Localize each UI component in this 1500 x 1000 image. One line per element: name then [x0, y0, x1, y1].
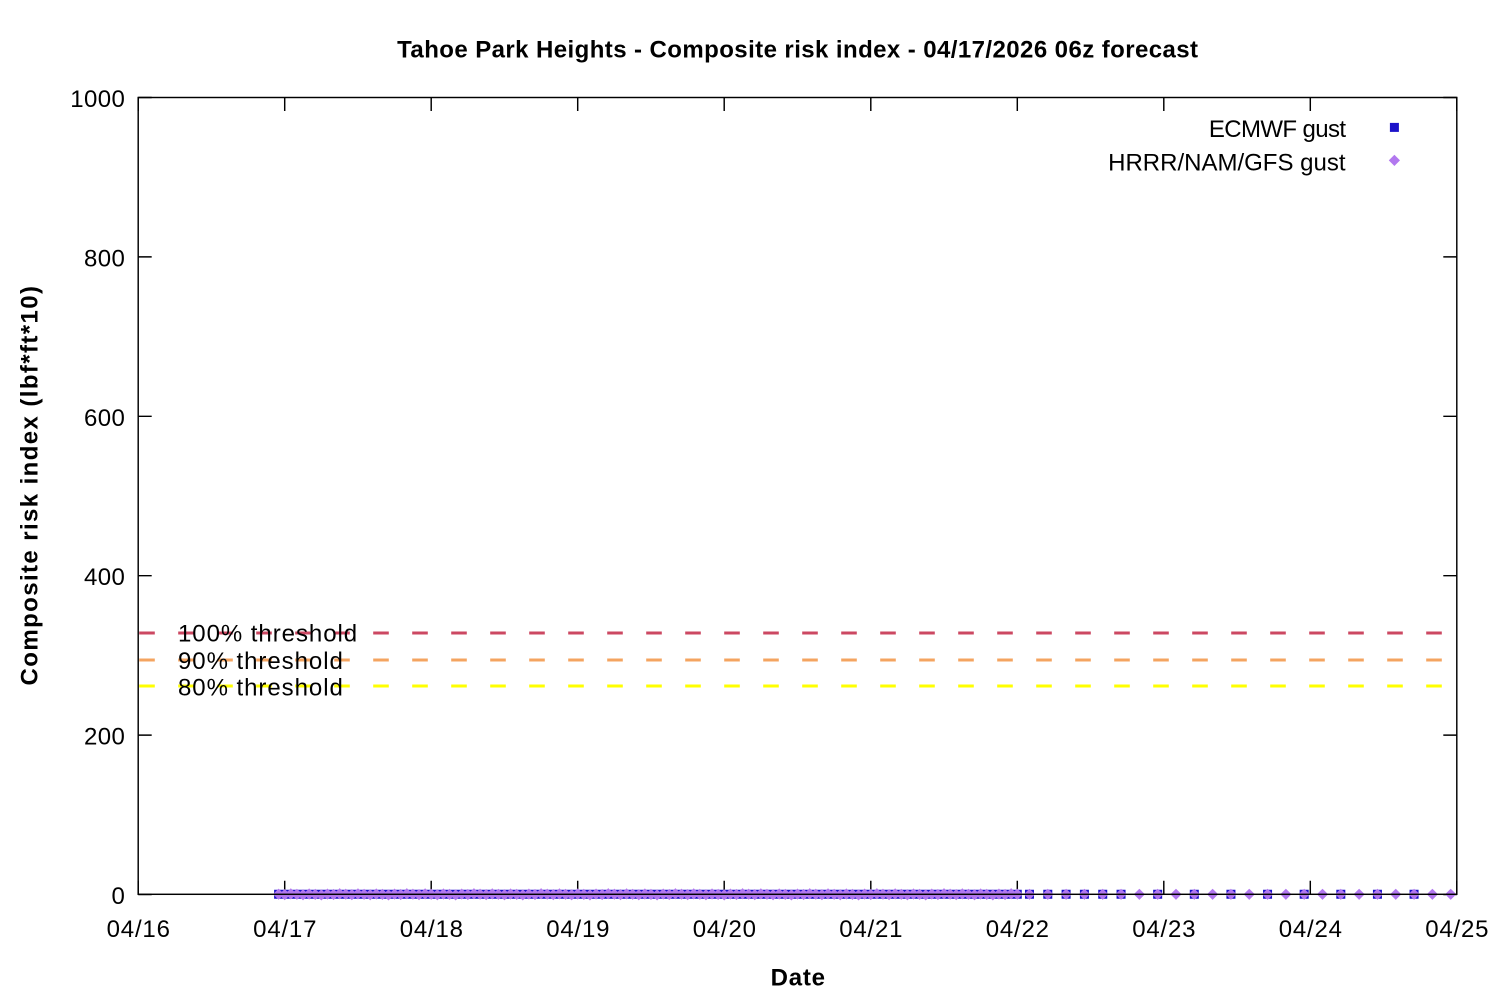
svg-text:04/19: 04/19	[546, 916, 610, 943]
svg-text:04/17: 04/17	[253, 916, 317, 943]
svg-text:ECMWF gust: ECMWF gust	[1209, 116, 1347, 143]
svg-text:800: 800	[84, 245, 125, 272]
svg-text:04/20: 04/20	[693, 916, 757, 943]
svg-text:04/25: 04/25	[1425, 916, 1489, 943]
svg-text:90% threshold: 90% threshold	[178, 648, 344, 675]
svg-text:80% threshold: 80% threshold	[178, 675, 344, 702]
svg-text:04/22: 04/22	[986, 916, 1050, 943]
svg-text:04/24: 04/24	[1279, 916, 1343, 943]
svg-text:1000: 1000	[70, 86, 125, 113]
svg-text:400: 400	[84, 564, 125, 591]
svg-text:200: 200	[84, 724, 125, 751]
svg-text:04/18: 04/18	[400, 916, 464, 943]
svg-text:0: 0	[112, 883, 126, 910]
svg-text:HRRR/NAM/GFS gust: HRRR/NAM/GFS gust	[1108, 149, 1346, 176]
svg-text:04/16: 04/16	[107, 916, 171, 943]
svg-text:04/23: 04/23	[1132, 916, 1196, 943]
svg-text:Composite risk index (lbf*ft*1: Composite risk index (lbf*ft*10)	[17, 285, 44, 686]
svg-text:100% threshold: 100% threshold	[178, 621, 358, 648]
svg-text:Date: Date	[771, 964, 826, 991]
svg-text:600: 600	[84, 405, 125, 432]
svg-text:04/21: 04/21	[839, 916, 903, 943]
svg-text:Tahoe Park Heights - Composite: Tahoe Park Heights - Composite risk inde…	[397, 36, 1198, 63]
